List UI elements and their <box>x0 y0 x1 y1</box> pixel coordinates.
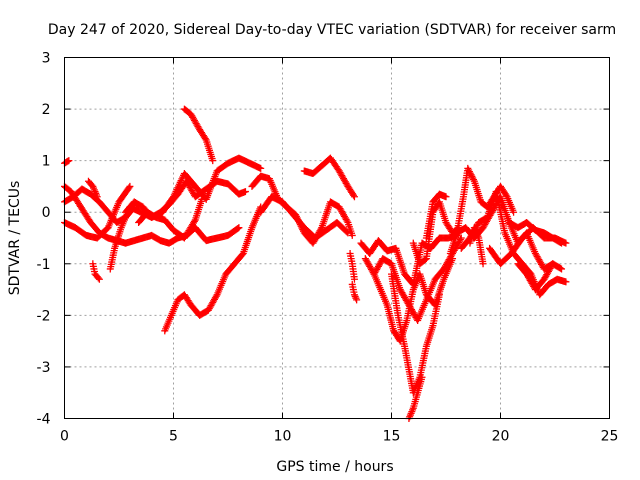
data-point-marker <box>464 164 472 172</box>
y-tick-label: -1 <box>37 257 51 273</box>
series-s25 <box>422 190 450 242</box>
data-point-marker <box>465 166 473 174</box>
series-s29 <box>466 224 487 268</box>
data-point-marker <box>350 191 358 199</box>
data-point-marker <box>234 224 242 232</box>
data-point-marker <box>558 265 566 273</box>
plot-frame <box>64 57 610 419</box>
data-point-marker <box>235 224 243 232</box>
data-point-marker <box>126 182 134 190</box>
data-point-marker <box>212 292 220 300</box>
data-point-marker <box>343 217 351 225</box>
series-s9 <box>122 177 249 221</box>
data-point-marker <box>201 135 209 143</box>
series-s5 <box>84 177 101 201</box>
data-point-marker <box>562 278 570 286</box>
y-tick-label: 1 <box>42 154 51 170</box>
data-point-marker <box>457 234 465 242</box>
series-s3 <box>61 182 134 242</box>
data-point-marker <box>418 373 426 381</box>
data-point-marker <box>241 188 249 196</box>
series-s6 <box>89 260 103 283</box>
x-axis-label: GPS time / hours <box>276 459 393 475</box>
data-point-marker <box>350 193 358 201</box>
data-point-marker <box>125 184 133 192</box>
data-point-marker <box>95 275 103 283</box>
series-s13 <box>180 105 217 165</box>
data-point-marker <box>353 296 361 304</box>
series-s1 <box>61 157 73 167</box>
series-s18 <box>348 280 361 304</box>
y-tick-label: -2 <box>37 308 51 324</box>
x-tick-label: 10 <box>274 429 292 445</box>
series-s15 <box>257 193 352 242</box>
series-s16 <box>300 154 358 201</box>
data-point-marker <box>257 164 265 172</box>
data-point-marker <box>510 208 518 216</box>
data-point-marker <box>351 292 359 300</box>
data-point-marker <box>449 255 457 263</box>
y-tick-label: 2 <box>42 102 51 118</box>
x-tick-label: 25 <box>601 429 619 445</box>
data-point-marker <box>94 274 102 282</box>
series-s17 <box>346 249 358 283</box>
x-tick-label: 15 <box>383 429 401 445</box>
data-points <box>61 105 570 422</box>
data-point-marker <box>190 217 198 225</box>
data-point-marker <box>435 291 443 299</box>
data-point-marker <box>352 294 360 302</box>
data-point-marker <box>348 231 356 239</box>
data-point-marker <box>469 174 477 182</box>
data-point-marker <box>198 195 206 203</box>
chart-title: Day 247 of 2020, Sidereal Day-to-day VTE… <box>48 22 616 38</box>
data-point-marker <box>442 193 450 201</box>
data-point-marker <box>421 255 429 263</box>
y-tick-label: 0 <box>42 205 51 221</box>
series-s30 <box>486 224 570 268</box>
data-point-marker <box>549 260 557 268</box>
data-point-marker <box>558 239 566 247</box>
data-point-marker <box>238 251 246 259</box>
data-point-marker <box>468 172 476 180</box>
series-s31 <box>505 219 566 247</box>
y-tick-label: 3 <box>42 51 51 67</box>
series-s23 <box>405 373 426 422</box>
data-point-marker <box>470 176 478 184</box>
series-s11 <box>135 195 206 242</box>
data-point-marker <box>65 157 73 165</box>
x-tick-label: 20 <box>492 429 510 445</box>
series-s10 <box>126 154 265 221</box>
series-s21 <box>370 255 457 345</box>
data-point-marker <box>548 261 556 269</box>
series-s7 <box>106 208 132 273</box>
data-point-marker <box>465 168 473 176</box>
data-point-marker <box>93 193 101 201</box>
data-point-marker <box>350 275 358 283</box>
data-point-marker <box>479 260 487 268</box>
data-point-marker <box>209 157 217 165</box>
x-tick-label: 5 <box>169 429 178 445</box>
y-tick-label: -3 <box>37 360 51 376</box>
y-tick-label: -4 <box>37 412 51 428</box>
x-tick-label: 0 <box>60 429 69 445</box>
y-axis-label: SDTVAR / TECUs <box>7 181 23 296</box>
data-point-marker <box>467 171 475 179</box>
series-s12 <box>161 203 265 335</box>
data-point-marker <box>466 169 474 177</box>
data-point-marker <box>343 228 351 236</box>
data-point-marker <box>344 229 352 237</box>
series-s32 <box>514 260 557 294</box>
